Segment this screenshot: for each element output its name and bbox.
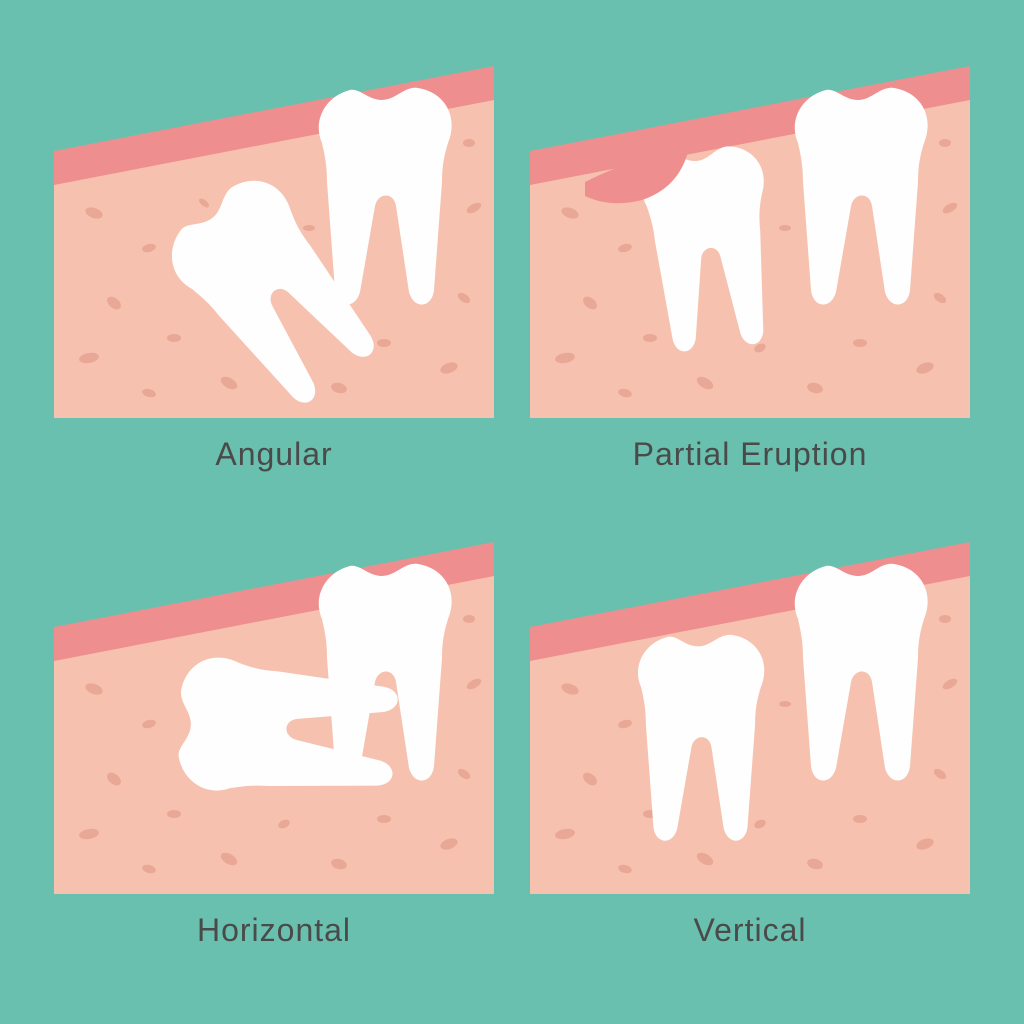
panel-angular: Angular [48, 48, 500, 500]
diagram-vertical [530, 524, 970, 894]
panel-partial: Partial Eruption [524, 48, 976, 500]
panel-vertical: Vertical [524, 524, 976, 976]
caption-partial: Partial Eruption [633, 436, 868, 473]
caption-horizontal: Horizontal [197, 912, 351, 949]
diagram-partial [530, 48, 970, 418]
diagram-angular [54, 48, 494, 418]
panel-horizontal: Horizontal [48, 524, 500, 976]
caption-vertical: Vertical [694, 912, 807, 949]
caption-angular: Angular [215, 436, 332, 473]
diagram-horizontal [54, 524, 494, 894]
